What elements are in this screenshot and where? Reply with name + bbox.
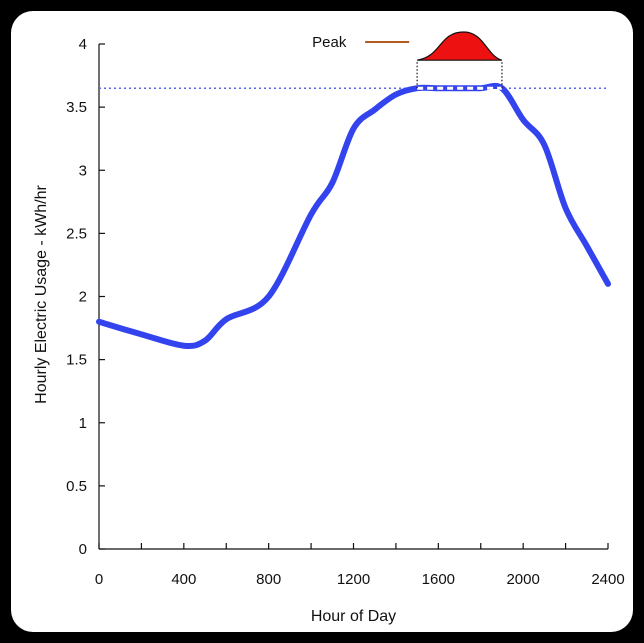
y-axis-title: Hourly Electric Usage - kWh/hr	[33, 184, 50, 403]
x-tick-label: 2400	[591, 571, 624, 588]
y-tick-label: 2.5	[66, 225, 87, 242]
y-tick-label: 1.5	[66, 352, 87, 369]
y-tick-label: 0	[79, 541, 87, 558]
ticks: 0 400 800 1200 1600 2000 2400 0 0.5 1 1.5 2 2.5 3 3.5 4	[66, 36, 625, 588]
chart-frame	[11, 11, 633, 632]
x-tick-label: 1600	[422, 571, 455, 588]
peak-label: Peak	[312, 34, 347, 51]
marks	[96, 82, 611, 350]
peak-region-shape	[417, 31, 503, 61]
x-tick-label: 2000	[506, 571, 539, 588]
x-tick-label: 0	[95, 571, 103, 588]
x-tick-label: 800	[256, 571, 281, 588]
x-axis-title: Hour of Day	[311, 608, 396, 625]
y-tick-label: 3.5	[66, 99, 87, 116]
y-tick-label: 0.5	[66, 478, 87, 495]
usage-series-line	[96, 82, 611, 350]
y-tick-label: 4	[79, 36, 87, 53]
axes	[98, 44, 608, 550]
y-tick-label: 3	[79, 162, 87, 179]
x-tick-label: 1200	[337, 571, 370, 588]
y-tick-label: 1	[79, 415, 87, 432]
x-tick-label: 400	[171, 571, 196, 588]
annotations: Peak	[312, 31, 503, 90]
y-tick-label: 2	[79, 289, 87, 306]
